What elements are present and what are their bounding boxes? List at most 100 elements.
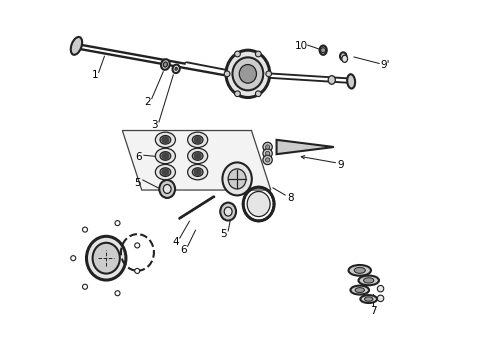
Ellipse shape (364, 278, 374, 283)
Circle shape (257, 186, 260, 189)
Text: 4: 4 (173, 237, 179, 247)
Circle shape (377, 285, 384, 292)
Circle shape (162, 152, 169, 159)
Ellipse shape (160, 168, 171, 176)
Ellipse shape (161, 59, 170, 70)
Circle shape (242, 203, 245, 206)
Circle shape (243, 209, 246, 212)
Circle shape (115, 291, 120, 296)
Circle shape (82, 227, 88, 232)
Ellipse shape (319, 45, 327, 55)
Circle shape (266, 158, 270, 162)
Circle shape (248, 217, 251, 220)
Ellipse shape (222, 162, 252, 195)
Text: 6: 6 (181, 245, 187, 255)
Circle shape (271, 196, 274, 199)
Circle shape (272, 206, 275, 209)
Text: 3: 3 (151, 120, 158, 130)
Ellipse shape (155, 132, 175, 148)
Text: 7: 7 (370, 306, 377, 315)
Circle shape (272, 199, 275, 202)
Circle shape (268, 215, 271, 217)
Circle shape (242, 206, 245, 209)
Circle shape (246, 191, 249, 194)
Circle shape (257, 220, 260, 222)
Circle shape (260, 219, 263, 222)
Ellipse shape (328, 76, 335, 84)
Ellipse shape (224, 207, 232, 216)
Ellipse shape (192, 135, 203, 144)
Circle shape (82, 284, 88, 289)
Circle shape (266, 151, 270, 156)
Circle shape (266, 71, 271, 77)
Circle shape (162, 168, 169, 176)
Ellipse shape (228, 169, 246, 189)
Circle shape (246, 215, 249, 217)
Ellipse shape (159, 180, 175, 198)
Circle shape (245, 193, 247, 196)
Circle shape (263, 155, 272, 165)
Circle shape (194, 152, 201, 159)
Ellipse shape (247, 192, 270, 217)
Text: 9: 9 (338, 160, 344, 170)
Circle shape (271, 209, 274, 212)
Ellipse shape (192, 152, 203, 160)
Circle shape (270, 193, 273, 196)
Ellipse shape (188, 165, 208, 180)
Ellipse shape (155, 165, 175, 180)
Ellipse shape (155, 148, 175, 164)
Circle shape (263, 187, 266, 190)
Circle shape (224, 71, 230, 77)
Circle shape (254, 219, 257, 222)
Circle shape (235, 91, 240, 96)
Ellipse shape (347, 74, 355, 89)
Circle shape (135, 269, 140, 274)
Circle shape (377, 295, 384, 302)
Text: 10: 10 (295, 41, 308, 51)
Ellipse shape (220, 203, 236, 221)
Ellipse shape (359, 275, 379, 285)
Ellipse shape (340, 52, 346, 60)
Ellipse shape (232, 57, 263, 90)
Ellipse shape (163, 62, 168, 67)
Ellipse shape (160, 152, 171, 160)
Circle shape (235, 51, 240, 57)
Circle shape (272, 203, 275, 206)
Ellipse shape (188, 148, 208, 164)
Ellipse shape (192, 168, 203, 176)
Text: 5: 5 (134, 178, 141, 188)
Ellipse shape (348, 265, 371, 276)
Circle shape (194, 168, 201, 176)
Circle shape (266, 145, 270, 149)
Text: 9': 9' (380, 60, 390, 70)
Circle shape (320, 48, 326, 53)
Ellipse shape (226, 50, 270, 98)
Circle shape (135, 243, 140, 248)
Ellipse shape (365, 297, 373, 301)
Circle shape (266, 189, 269, 192)
Ellipse shape (71, 37, 82, 55)
Ellipse shape (350, 285, 369, 294)
Circle shape (251, 218, 254, 221)
Circle shape (162, 136, 169, 143)
Ellipse shape (87, 236, 126, 280)
Circle shape (255, 51, 261, 57)
Ellipse shape (163, 184, 171, 193)
Text: 5: 5 (220, 229, 227, 239)
Ellipse shape (239, 64, 256, 83)
Ellipse shape (160, 135, 171, 144)
Circle shape (254, 186, 257, 189)
Circle shape (242, 199, 245, 202)
Ellipse shape (342, 55, 347, 62)
Circle shape (270, 212, 273, 215)
Text: 1: 1 (92, 70, 98, 80)
Circle shape (245, 212, 247, 215)
Text: 8: 8 (288, 193, 294, 203)
Circle shape (260, 186, 263, 189)
Ellipse shape (354, 267, 366, 273)
Text: 2: 2 (144, 97, 151, 107)
Ellipse shape (175, 67, 177, 70)
Circle shape (268, 191, 271, 194)
Circle shape (115, 221, 120, 226)
Text: 6: 6 (135, 152, 142, 162)
